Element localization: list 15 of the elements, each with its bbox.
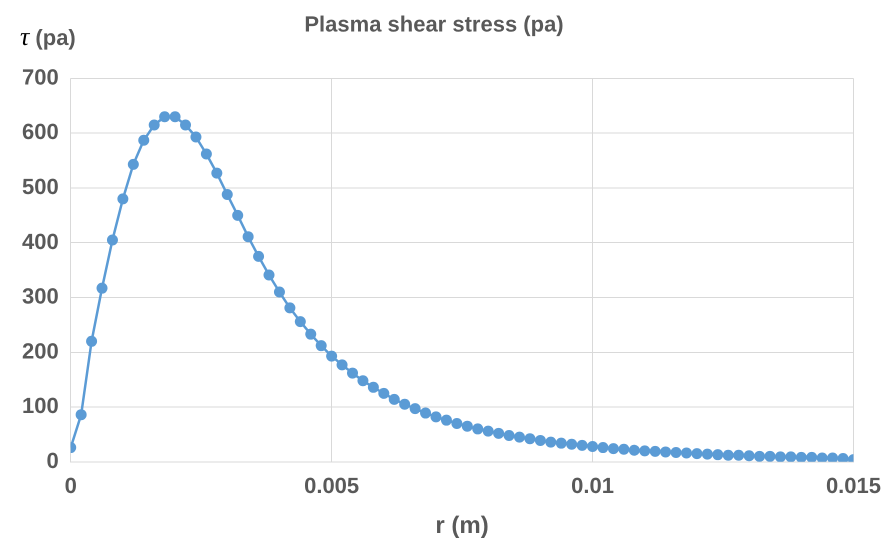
y-tick-label: 500 bbox=[22, 174, 59, 200]
y-tick-label: 600 bbox=[22, 119, 59, 144]
x-tick-label: 0.005 bbox=[304, 473, 360, 498]
x-axis-title: r (m) bbox=[435, 512, 489, 540]
x-tick-label: 0.01 bbox=[571, 473, 614, 498]
y-tick-label: 100 bbox=[22, 393, 59, 418]
y-tick-label: 300 bbox=[22, 284, 59, 309]
y-tick-label: 400 bbox=[22, 228, 59, 254]
y-tick-label: 200 bbox=[22, 338, 59, 364]
x-tick-label: 0.015 bbox=[826, 473, 882, 498]
chart-title: Plasma shear stress (pa) bbox=[304, 11, 564, 36]
y-tick-label: 0 bbox=[46, 448, 59, 473]
y-tick-label: 700 bbox=[22, 64, 59, 90]
x-tick-label: 0 bbox=[64, 473, 77, 498]
y-axis-title: τ (pa) bbox=[20, 22, 76, 52]
